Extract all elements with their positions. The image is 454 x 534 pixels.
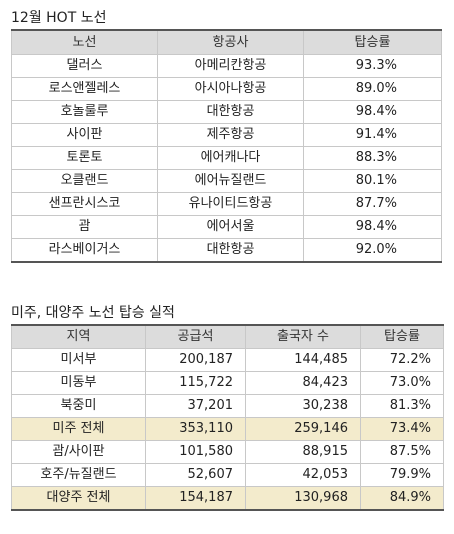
departures-cell: 144,485 [245,348,361,372]
total-row: 대양주 전체 154,187 130,968 84.9% [11,486,444,511]
table-row: 사이판 제주항공 91.4% [11,123,442,147]
table-header-row: 노선 항공사 탑승률 [11,29,442,55]
seats-cell: 37,201 [145,394,246,418]
region-cell: 괌/사이판 [11,440,146,464]
table-row: 호놀룰루 대한항공 98.4% [11,100,442,124]
departures-cell: 88,915 [245,440,361,464]
column-header-load-factor: 탑승률 [303,29,442,55]
load-factor-cell: 98.4% [303,100,442,124]
table-row: 괌 에어서울 98.4% [11,215,442,239]
table-row: 로스앤젤레스 아시아나항공 89.0% [11,77,442,101]
load-factor-cell: 92.0% [303,238,442,263]
table-row: 토론토 에어캐나다 88.3% [11,146,442,170]
table-row: 괌/사이판 101,580 88,915 87.5% [11,440,444,464]
table-row: 미서부 200,187 144,485 72.2% [11,348,444,372]
load-factor-cell: 89.0% [303,77,442,101]
route-cell: 라스베이거스 [11,238,158,263]
load-factor-cell: 93.3% [303,54,442,78]
table-row: 미동부 115,722 84,423 73.0% [11,371,444,395]
airline-cell: 아시아나항공 [157,77,304,101]
table-row: 라스베이거스 대한항공 92.0% [11,238,442,263]
region-cell: 북중미 [11,394,146,418]
seats-cell: 101,580 [145,440,246,464]
seats-cell: 115,722 [145,371,246,395]
table-row: 호주/뉴질랜드 52,607 42,053 79.9% [11,463,444,487]
load-factor-cell: 80.1% [303,169,442,193]
table-row: 오클랜드 에어뉴질랜드 80.1% [11,169,442,193]
region-cell: 대양주 전체 [11,486,146,511]
airline-cell: 에어뉴질랜드 [157,169,304,193]
load-factor-cell: 73.0% [360,371,444,395]
seats-cell: 353,110 [145,417,246,441]
column-header-departures: 출국자 수 [245,324,361,349]
airline-cell: 아메리칸항공 [157,54,304,78]
load-factor-cell: 81.3% [360,394,444,418]
departures-cell: 259,146 [245,417,361,441]
column-header-route: 노선 [11,29,158,55]
column-header-airline: 항공사 [157,29,304,55]
load-factor-cell: 88.3% [303,146,442,170]
airline-cell: 대한항공 [157,238,304,263]
column-header-region: 지역 [11,324,146,349]
column-header-load-factor: 탑승률 [360,324,444,349]
route-cell: 샌프란시스코 [11,192,158,216]
performance-table: 지역 공급석 출국자 수 탑승률 미서부 200,187 144,485 72.2% 미… [11,324,444,511]
hot-routes-title: 12월 HOT 노선 [11,10,107,26]
airline-cell: 대한항공 [157,100,304,124]
departures-cell: 84,423 [245,371,361,395]
route-cell: 괌 [11,215,158,239]
departures-cell: 42,053 [245,463,361,487]
route-cell: 호놀룰루 [11,100,158,124]
route-cell: 로스앤젤레스 [11,77,158,101]
region-cell: 호주/뉴질랜드 [11,463,146,487]
route-cell: 토론토 [11,146,158,170]
table-row: 댈러스 아메리칸항공 93.3% [11,54,442,78]
airline-cell: 제주항공 [157,123,304,147]
route-cell: 댈러스 [11,54,158,78]
total-row: 미주 전체 353,110 259,146 73.4% [11,417,444,441]
load-factor-cell: 72.2% [360,348,444,372]
table-header-row: 지역 공급석 출국자 수 탑승률 [11,324,444,349]
airline-cell: 에어캐나다 [157,146,304,170]
route-cell: 사이판 [11,123,158,147]
airline-cell: 에어서울 [157,215,304,239]
table-row: 북중미 37,201 30,238 81.3% [11,394,444,418]
load-factor-cell: 84.9% [360,486,444,511]
load-factor-cell: 91.4% [303,123,442,147]
load-factor-cell: 73.4% [360,417,444,441]
seats-cell: 200,187 [145,348,246,372]
departures-cell: 30,238 [245,394,361,418]
airline-cell: 유나이티드항공 [157,192,304,216]
performance-title: 미주, 대양주 노선 탑승 실적 [11,305,175,321]
load-factor-cell: 87.7% [303,192,442,216]
region-cell: 미주 전체 [11,417,146,441]
hot-routes-table: 노선 항공사 탑승률 댈러스 아메리칸항공 93.3% 로스앤젤레스 아시아나항공 89.… [11,29,442,263]
load-factor-cell: 98.4% [303,215,442,239]
region-cell: 미동부 [11,371,146,395]
route-cell: 오클랜드 [11,169,158,193]
region-cell: 미서부 [11,348,146,372]
seats-cell: 52,607 [145,463,246,487]
load-factor-cell: 79.9% [360,463,444,487]
departures-cell: 130,968 [245,486,361,511]
column-header-seats: 공급석 [145,324,246,349]
seats-cell: 154,187 [145,486,246,511]
table-row: 샌프란시스코 유나이티드항공 87.7% [11,192,442,216]
load-factor-cell: 87.5% [360,440,444,464]
